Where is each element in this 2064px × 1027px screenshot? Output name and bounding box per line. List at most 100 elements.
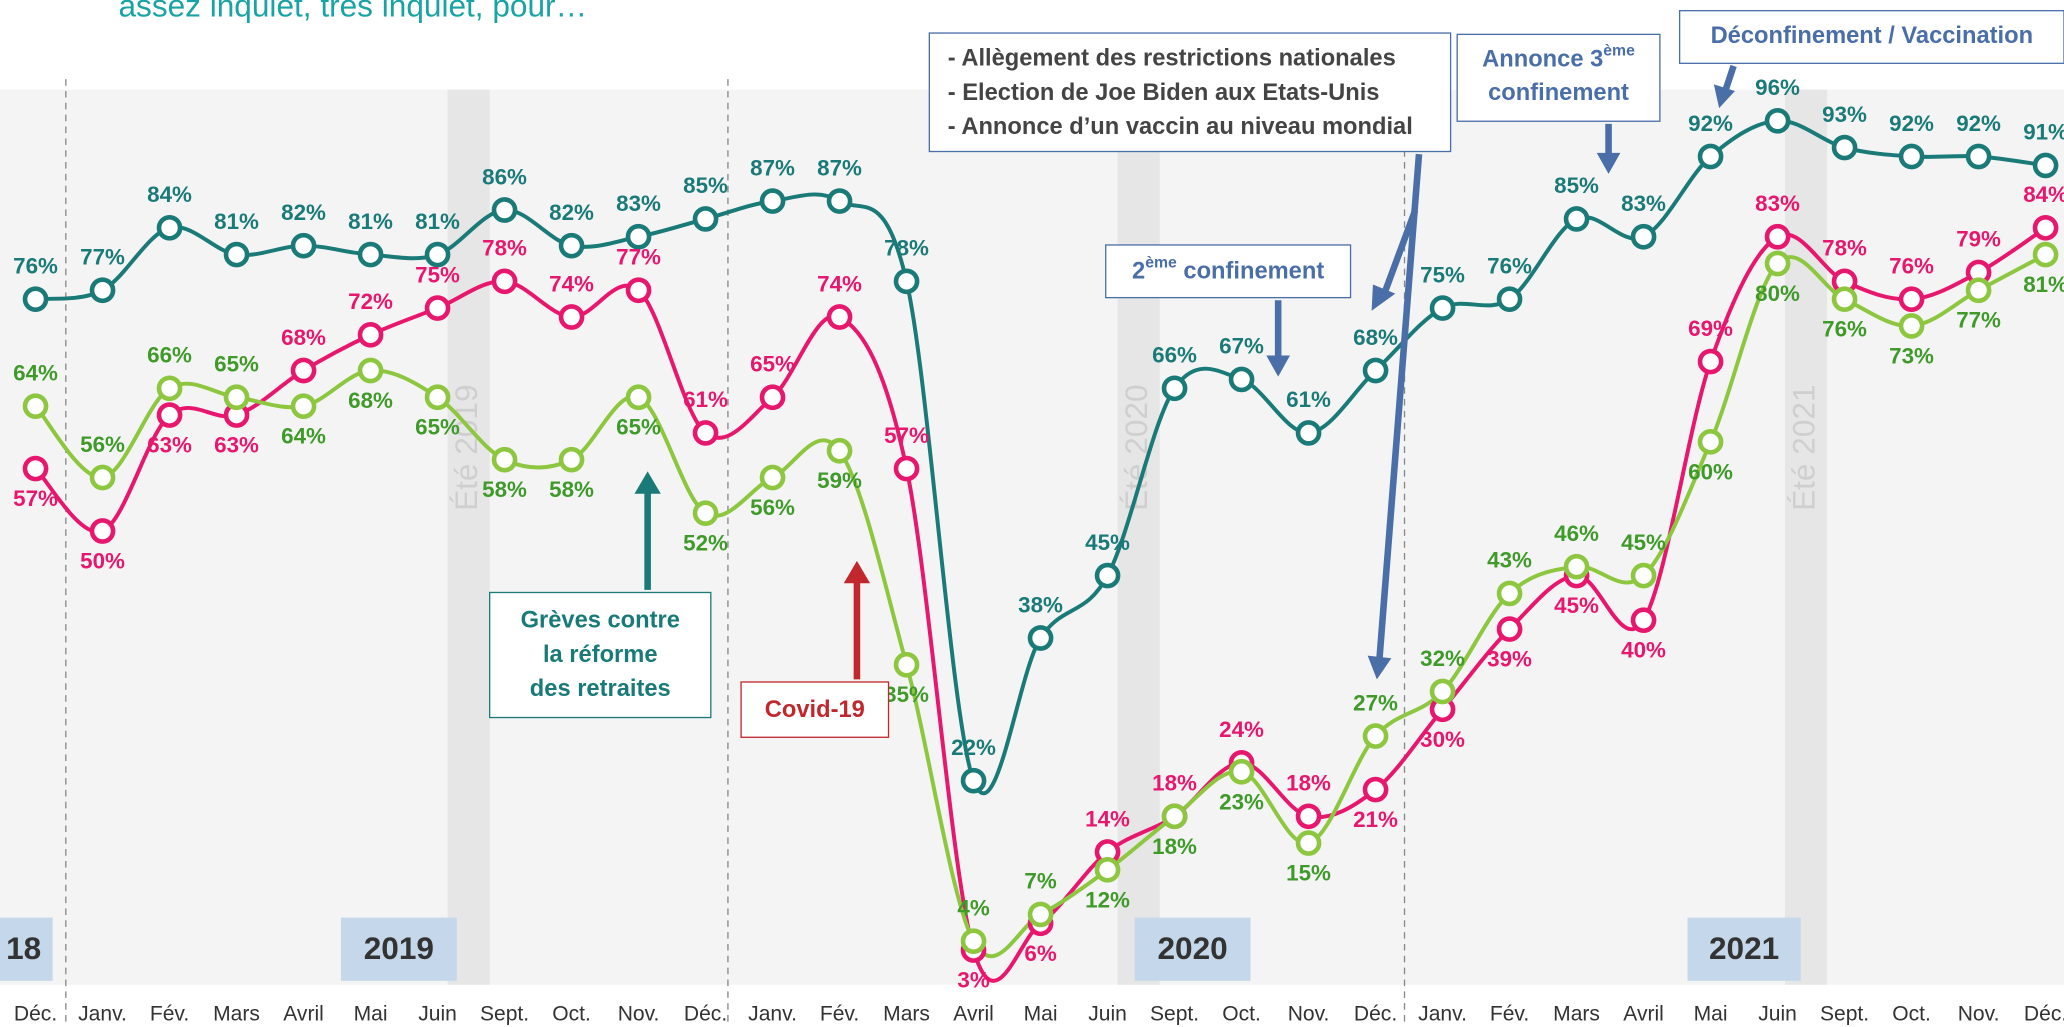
- annotation: Annonce 3: [1482, 47, 1603, 73]
- data-point: [1429, 295, 1456, 321]
- data-label: 60%: [1688, 459, 1733, 484]
- x-tick-label: Oct.: [1222, 1003, 1261, 1026]
- data-label: 74%: [549, 271, 594, 296]
- data-point: [156, 402, 183, 428]
- data-point: [1496, 616, 1523, 642]
- data-label: 83%: [1755, 191, 1800, 216]
- data-label: 68%: [281, 325, 326, 350]
- annotation: 2ème confinement: [1132, 255, 1324, 285]
- data-point: [2032, 241, 2059, 268]
- data-label: 86%: [482, 164, 527, 189]
- data-point: [424, 384, 451, 411]
- data-label: 18%: [1152, 771, 1197, 796]
- data-label: 56%: [80, 432, 125, 457]
- data-point: [1161, 803, 1188, 830]
- data-point: [1630, 562, 1657, 589]
- year-box: [1134, 917, 1251, 981]
- data-label: 78%: [482, 236, 527, 261]
- x-tick-label: Mai: [1694, 1003, 1728, 1026]
- data-point: [1295, 420, 1322, 446]
- data-point: [1362, 776, 1389, 803]
- data-label: 66%: [147, 343, 192, 368]
- x-tick-label: Nov.: [618, 1003, 660, 1026]
- data-label: 76%: [1487, 253, 1532, 278]
- annotation: Annonce 3ème: [1482, 43, 1635, 73]
- arrow-head: [1367, 655, 1392, 680]
- data-point: [1496, 580, 1523, 607]
- x-tick-label: Déc.: [684, 1003, 727, 1026]
- year-box: [340, 917, 457, 981]
- x-tick-label: Mai: [354, 1003, 388, 1026]
- data-label: 66%: [1152, 343, 1197, 368]
- data-label: 80%: [1755, 281, 1800, 306]
- data-point: [625, 384, 652, 411]
- data-point: [960, 767, 987, 794]
- data-point: [357, 357, 384, 384]
- data-point: [558, 304, 585, 330]
- data-label: 81%: [348, 209, 393, 234]
- series-line: [34, 226, 2047, 983]
- arrow-head: [1371, 284, 1396, 311]
- data-point: [759, 384, 786, 411]
- data-point: [290, 357, 317, 384]
- annotation: - Allègement des restrictions nationales: [948, 46, 1396, 72]
- plot-background: [0, 89, 2064, 985]
- series-line: [35, 118, 2046, 795]
- annotation: Grèves contre: [521, 608, 680, 634]
- arrow-head: [1596, 152, 1621, 174]
- data-point: [826, 188, 853, 214]
- data-label: 18%: [1286, 771, 1331, 796]
- data-point: [625, 223, 652, 250]
- data-point: [491, 446, 518, 473]
- data-point: [1764, 108, 1791, 134]
- data-point: [826, 304, 853, 330]
- data-point: [1563, 553, 1590, 580]
- data-point: [22, 286, 49, 313]
- data-point: [1295, 830, 1322, 856]
- data-label: 87%: [750, 155, 795, 180]
- data-label: 77%: [1956, 308, 2001, 333]
- data-label: 75%: [415, 262, 460, 287]
- data-point: [759, 464, 786, 491]
- annotations: Grèves contre la réforme des retraites C…: [489, 10, 2064, 738]
- data-label: 50%: [80, 549, 125, 574]
- data-label: 87%: [817, 155, 862, 180]
- x-tick-label: Déc.: [2024, 1003, 2064, 1026]
- annotation-box: [1678, 10, 2064, 64]
- data-point: [89, 518, 116, 544]
- year-label: 2020: [1157, 930, 1227, 966]
- data-point: [893, 268, 920, 295]
- data-label: 14%: [1085, 806, 1130, 831]
- annotation-box: [1105, 244, 1352, 299]
- data-point: [826, 437, 853, 464]
- data-label: 73%: [1889, 343, 1934, 368]
- x-tick-label: Nov.: [1288, 1003, 1330, 1026]
- annotation: - Annonce d’un vaccin au niveau mondial: [948, 114, 1413, 140]
- data-label: 56%: [750, 495, 795, 520]
- data-label: 3%: [957, 968, 989, 993]
- data-label: 38%: [1018, 592, 1063, 617]
- data-point: [1764, 250, 1791, 277]
- data-label: 23%: [1219, 789, 1264, 814]
- data-point: [491, 197, 518, 223]
- data-label: 40%: [1621, 638, 1666, 663]
- arrow-head: [1713, 84, 1735, 109]
- annotation-box: [928, 32, 1452, 153]
- x-tick-label: Avril: [1623, 1003, 1664, 1026]
- annotation-box: [740, 681, 890, 738]
- arrow: [1381, 209, 1419, 294]
- data-label: 35%: [884, 682, 929, 707]
- data-label: 78%: [1822, 236, 1867, 261]
- data-point: [1965, 143, 1992, 170]
- data-point: [1228, 366, 1255, 393]
- x-tick-label: Mars: [1553, 1003, 1600, 1026]
- data-label: 69%: [1688, 316, 1733, 341]
- year-box: [1687, 917, 1801, 981]
- data-point: [22, 455, 49, 482]
- x-tick-label: Mai: [1024, 1003, 1058, 1026]
- annotation: des retraites: [530, 676, 671, 702]
- data-label: 63%: [214, 433, 259, 458]
- data-label: 78%: [884, 236, 929, 261]
- data-label: 21%: [1353, 807, 1398, 832]
